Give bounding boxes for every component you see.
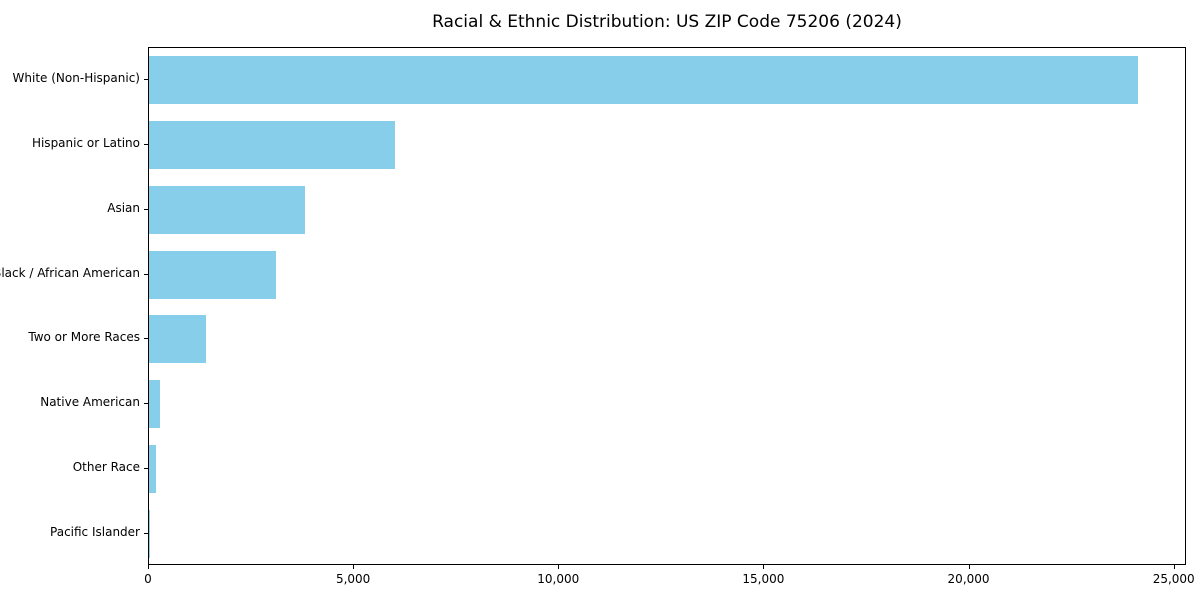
bar-other-race <box>149 444 156 493</box>
y-tick-label: Two or More Races <box>28 330 140 345</box>
x-tick-mark <box>353 565 355 569</box>
y-tick-mark <box>144 273 148 275</box>
y-tick-label: Other Race <box>72 459 140 474</box>
bar-asian <box>149 185 305 234</box>
x-tick-label: 0 <box>144 572 152 586</box>
y-tick-mark <box>144 403 148 405</box>
x-tick-mark <box>968 565 970 569</box>
bar-native-american <box>149 380 161 429</box>
x-tick-label: 25,000 <box>1152 572 1195 586</box>
y-tick-label: Native American <box>40 395 140 410</box>
plot-area <box>148 47 1186 565</box>
x-tick-label: 5,000 <box>335 572 371 586</box>
x-tick-label: 20,000 <box>947 572 990 586</box>
y-tick-label: White (Non-Hispanic) <box>12 71 140 86</box>
y-tick-mark <box>144 144 148 146</box>
y-tick-mark <box>144 338 148 340</box>
y-tick-label: Black / African American <box>0 265 140 280</box>
bar-two-or-more-races <box>149 315 207 364</box>
bar-pacific-islander <box>149 509 150 558</box>
x-tick-mark <box>1173 565 1175 569</box>
y-tick-mark <box>144 467 148 469</box>
x-tick-label: 10,000 <box>537 572 580 586</box>
bar-white-non-hispanic- <box>149 56 1138 105</box>
chart-title: Racial & Ethnic Distribution: US ZIP Cod… <box>432 12 902 32</box>
y-tick-mark <box>144 532 148 534</box>
x-tick-mark <box>558 565 560 569</box>
bar-hispanic-or-latino <box>149 121 396 170</box>
x-tick-label: 15,000 <box>742 572 785 586</box>
y-tick-mark <box>144 79 148 81</box>
y-tick-label: Hispanic or Latino <box>31 136 140 151</box>
bar-black-african-american <box>149 250 277 299</box>
x-tick-mark <box>148 565 149 569</box>
y-tick-mark <box>144 208 148 210</box>
x-tick-mark <box>763 565 765 569</box>
y-tick-label: Pacific Islander <box>50 524 140 539</box>
y-tick-label: Asian <box>107 200 140 215</box>
